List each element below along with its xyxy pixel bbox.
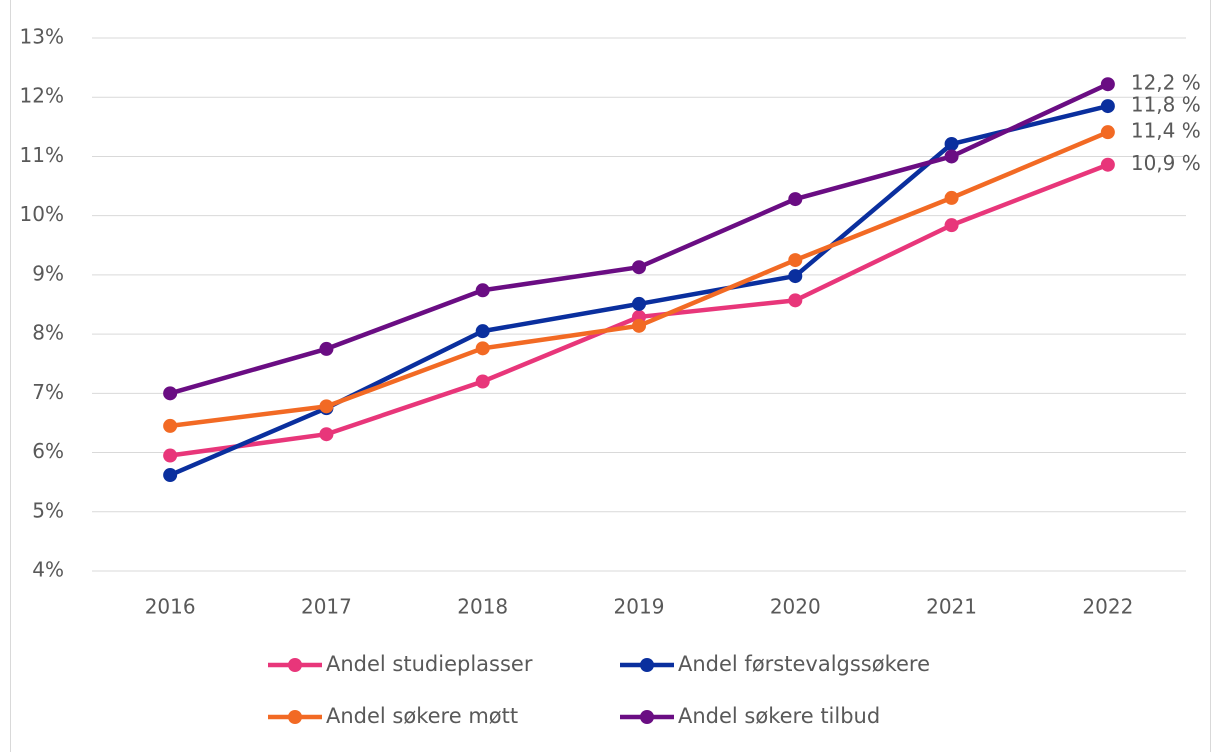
- point: [1100, 157, 1115, 172]
- legend-marker: [640, 658, 654, 672]
- x-tick-label: 2017: [301, 595, 352, 619]
- series-line: [169, 130, 1109, 429]
- legend-label: Andel søkere tilbud: [678, 704, 880, 728]
- x-tick-label: 2021: [926, 595, 977, 619]
- point: [788, 293, 803, 308]
- point: [475, 341, 490, 356]
- point: [944, 190, 959, 205]
- point: [163, 418, 178, 433]
- x-tick-label: 2022: [1082, 595, 1133, 619]
- legend-marker: [288, 710, 302, 724]
- point: [944, 149, 959, 164]
- point: [632, 296, 646, 311]
- point: [944, 137, 959, 152]
- point: [1100, 99, 1115, 114]
- point: [1100, 77, 1115, 92]
- point: [632, 260, 646, 275]
- x-tick-label: 2019: [614, 595, 665, 619]
- y-tick-label: 12%: [20, 84, 64, 108]
- point: [788, 269, 803, 284]
- y-tick-label: 6%: [32, 439, 64, 463]
- point: [319, 341, 334, 356]
- point: [788, 192, 803, 207]
- y-tick-label: 9%: [32, 261, 64, 285]
- x-tick-label: 2020: [770, 595, 821, 619]
- y-tick-label: 13%: [20, 25, 64, 49]
- point: [788, 253, 803, 268]
- data-label: 12,2 %: [1131, 71, 1201, 95]
- point: [163, 386, 178, 401]
- point: [319, 427, 334, 442]
- point: [632, 318, 646, 333]
- point: [163, 468, 178, 483]
- data-label: 11,4 %: [1131, 119, 1201, 143]
- point: [319, 399, 334, 414]
- legend-label: Andel søkere møtt: [326, 704, 518, 728]
- data-label: 11,8 %: [1131, 93, 1201, 117]
- point: [1100, 125, 1115, 140]
- legend-label: Andel førstevalgssøkere: [678, 652, 930, 676]
- x-tick-label: 2018: [457, 595, 508, 619]
- y-tick-label: 5%: [32, 498, 64, 522]
- y-tick-label: 4%: [32, 558, 64, 582]
- point: [475, 283, 490, 298]
- chart-border: [10, 0, 1211, 752]
- x-tick-label: 2016: [145, 595, 196, 619]
- point: [163, 448, 178, 463]
- y-tick-label: 10%: [20, 202, 64, 226]
- y-tick-label: 7%: [32, 380, 64, 404]
- point: [944, 218, 959, 233]
- legend-label: Andel studieplasser: [326, 652, 533, 676]
- legend-marker: [288, 658, 302, 672]
- data-label: 10,9 %: [1131, 151, 1201, 175]
- legend-marker: [640, 710, 654, 724]
- point: [475, 374, 490, 389]
- point: [475, 324, 490, 339]
- series-line: [169, 82, 1109, 396]
- y-tick-label: 11%: [20, 143, 64, 167]
- y-tick-label: 8%: [32, 321, 64, 345]
- series-line: [169, 103, 1109, 478]
